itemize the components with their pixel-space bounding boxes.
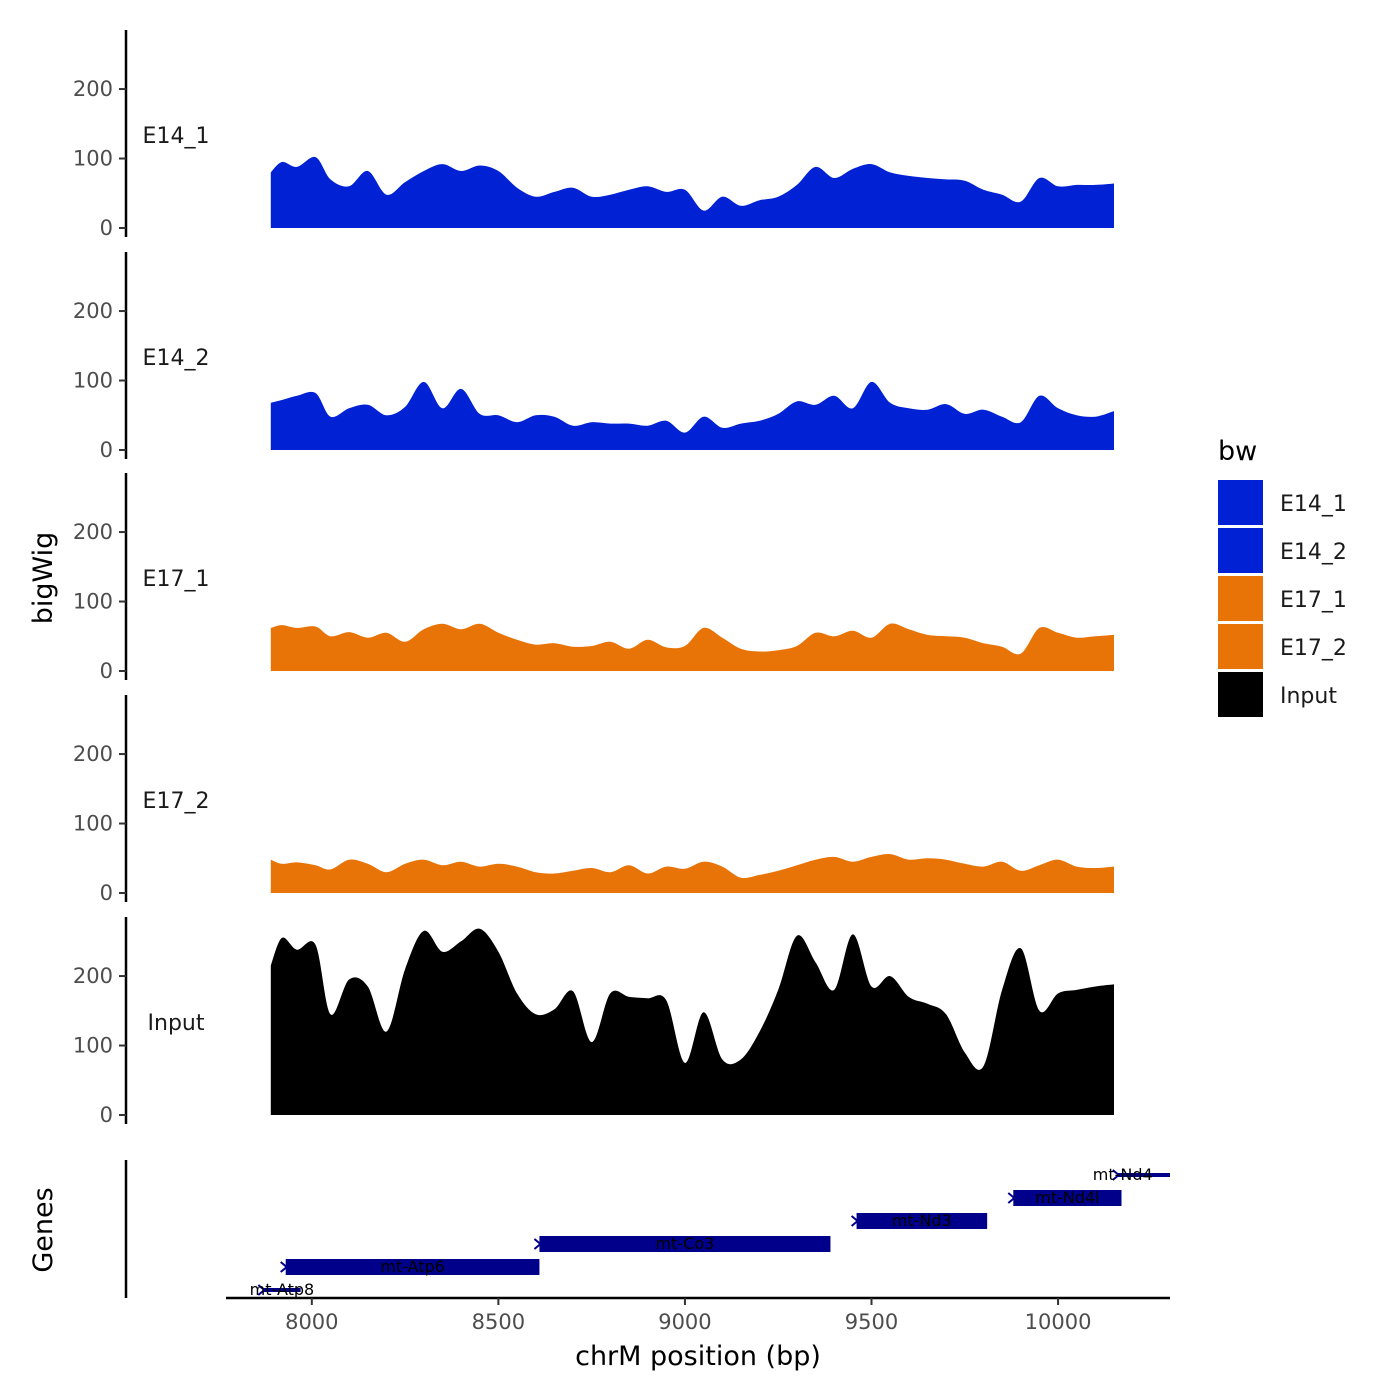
y-tick-label: 0 bbox=[100, 1103, 113, 1127]
gene-label: mt-Atp8 bbox=[250, 1280, 315, 1299]
gene-body bbox=[1013, 1190, 1122, 1206]
x-tick-label: 8000 bbox=[285, 1310, 338, 1334]
y-tick-label: 200 bbox=[73, 964, 113, 988]
y-tick-label: 0 bbox=[100, 438, 113, 462]
legend-swatch bbox=[1218, 528, 1263, 573]
y-tick-label: 100 bbox=[73, 1034, 113, 1058]
legend-label: E14_1 bbox=[1280, 492, 1347, 517]
gene-body bbox=[1117, 1173, 1170, 1177]
genes-axis-title: Genes bbox=[28, 1187, 59, 1272]
y-tick-label: 100 bbox=[73, 812, 113, 836]
strand-arrow-icon bbox=[533, 1238, 542, 1250]
gene-body bbox=[285, 1259, 540, 1275]
strand-arrow-icon bbox=[257, 1284, 266, 1296]
gene-mt-Nd4l: mt-Nd4l bbox=[1007, 1188, 1122, 1207]
panel-label-E14_2: E14_2 bbox=[143, 346, 210, 371]
area-E17_2 bbox=[270, 854, 1114, 893]
legend-item-E14_2: E14_2 bbox=[1218, 528, 1347, 573]
y-tick-label: 200 bbox=[73, 520, 113, 544]
track-panel-E17_2: 0 100 200 E17_2 bbox=[73, 695, 1114, 905]
track-panel-E14_2: 0 100 200 E14_2 bbox=[73, 252, 1114, 462]
legend-label: E14_2 bbox=[1280, 540, 1347, 565]
y-tick-label: 100 bbox=[73, 369, 113, 393]
legend-swatch bbox=[1218, 624, 1263, 669]
x-tick-label: 10000 bbox=[1025, 1310, 1092, 1334]
gene-mt-Atp6: mt-Atp6 bbox=[280, 1257, 540, 1276]
y-tick-label: 100 bbox=[73, 590, 113, 614]
x-tick-label: 9500 bbox=[845, 1310, 898, 1334]
strand-arrow-icon bbox=[850, 1215, 860, 1227]
gene-body bbox=[856, 1213, 988, 1229]
gene-label: mt-Nd4 bbox=[1093, 1165, 1153, 1184]
gene-label: mt-Atp6 bbox=[380, 1257, 445, 1276]
panel-label-E17_1: E17_1 bbox=[143, 567, 210, 592]
legend-item-E17_1: E17_1 bbox=[1218, 576, 1347, 621]
legend-label: E17_1 bbox=[1280, 588, 1347, 613]
panel-label-E17_2: E17_2 bbox=[143, 789, 210, 814]
gene-label: mt-Nd3 bbox=[892, 1211, 952, 1230]
legend-swatch bbox=[1218, 480, 1263, 525]
x-tick-label: 8500 bbox=[472, 1310, 525, 1334]
legend: bw E14_1 E14_2 E17_1 E17_2 Input bbox=[1218, 436, 1347, 717]
area-E14_1 bbox=[270, 156, 1114, 228]
y-tick-label: 0 bbox=[100, 216, 113, 240]
legend-item-E17_2: E17_2 bbox=[1218, 624, 1347, 669]
gene-body bbox=[539, 1236, 831, 1252]
area-Input bbox=[270, 928, 1114, 1115]
track-panels: 0 100 200 E14_1 0 100 200 E14_2 0 100 200 E17_1 0 100… bbox=[73, 30, 1114, 1127]
y-tick-label: 0 bbox=[100, 881, 113, 905]
y-tick-label: 0 bbox=[100, 659, 113, 683]
y-axis-title: bigWig bbox=[28, 532, 59, 625]
legend-label: E17_2 bbox=[1280, 636, 1347, 661]
legend-item-E14_1: E14_1 bbox=[1218, 480, 1347, 525]
track-panel-E14_1: 0 100 200 E14_1 bbox=[73, 30, 1114, 240]
y-tick-label: 200 bbox=[73, 77, 113, 101]
gene-mt-Atp8: mt-Atp8 bbox=[250, 1280, 315, 1299]
x-axis-title: chrM position (bp) bbox=[575, 1341, 821, 1372]
gene-mt-Nd3: mt-Nd3 bbox=[850, 1211, 988, 1230]
gene-track: mt-Atp8 mt-Atp6 mt-Co3 mt-Nd3 mt-Nd4l mt-Nd4 bbox=[124, 1160, 1170, 1299]
track-panel-Input: 0 100 200 Input bbox=[73, 917, 1114, 1127]
gene-label: mt-Nd4l bbox=[1035, 1188, 1099, 1207]
gene-mt-Co3: mt-Co3 bbox=[533, 1234, 831, 1253]
y-tick-label: 100 bbox=[73, 147, 113, 171]
strand-arrow-icon bbox=[1112, 1169, 1121, 1181]
x-axis: 8000 8500 9000 9500 10000 bbox=[226, 1296, 1170, 1334]
legend-title: bw bbox=[1218, 436, 1257, 467]
panel-label-Input: Input bbox=[148, 1011, 205, 1036]
track-panel-E17_1: 0 100 200 E17_1 bbox=[73, 473, 1114, 683]
y-tick-label: 200 bbox=[73, 742, 113, 766]
gene-label: mt-Co3 bbox=[656, 1234, 715, 1253]
area-E14_2 bbox=[270, 381, 1114, 450]
gene-body bbox=[263, 1288, 301, 1292]
x-tick-label: 9000 bbox=[658, 1310, 711, 1334]
strand-arrow-icon bbox=[1007, 1192, 1016, 1204]
strand-arrow-icon bbox=[280, 1261, 289, 1273]
legend-label: Input bbox=[1280, 684, 1337, 709]
legend-swatch bbox=[1218, 576, 1263, 621]
panel-label-E14_1: E14_1 bbox=[143, 124, 210, 149]
legend-swatch bbox=[1218, 672, 1263, 717]
legend-item-Input: Input bbox=[1218, 672, 1337, 717]
gene-mt-Nd4: mt-Nd4 bbox=[1093, 1165, 1170, 1184]
y-tick-label: 200 bbox=[73, 299, 113, 323]
area-E17_1 bbox=[270, 623, 1114, 671]
